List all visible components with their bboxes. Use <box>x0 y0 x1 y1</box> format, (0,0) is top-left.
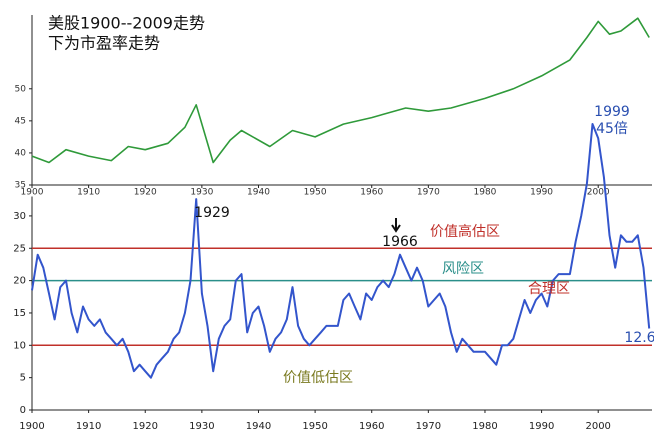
annotation: 1929 <box>194 205 230 221</box>
annotation: 45倍 <box>596 121 628 137</box>
x-tick-label: 1980 <box>474 188 497 198</box>
y-tick-label: 30 <box>13 211 26 222</box>
y-tick-label: 10 <box>13 340 26 351</box>
annotation: 风险区 <box>442 261 484 277</box>
x-tick-label: 1940 <box>247 188 270 198</box>
annotation: 价值低估区 <box>283 370 353 386</box>
x-tick-label: 1960 <box>360 188 383 198</box>
arrow <box>391 218 401 233</box>
annotation: 12.6 <box>624 330 654 346</box>
x-tick-label: 1930 <box>189 421 214 432</box>
x-tick-label: 1940 <box>246 421 271 432</box>
x-tick-label: 1950 <box>302 421 327 432</box>
x-tick-label: 2000 <box>587 188 610 198</box>
y-tick-label: 20 <box>13 276 26 287</box>
y-tick-label: 15 <box>13 308 26 319</box>
y-tick-label: 5 <box>20 373 26 384</box>
y-tick-label: 50 <box>15 84 27 94</box>
y-tick-label: 25 <box>13 243 26 254</box>
x-tick-label: 1970 <box>416 421 441 432</box>
y-tick-label: 45 <box>15 116 26 126</box>
x-tick-label: 1990 <box>530 188 553 198</box>
x-tick-label: 1910 <box>76 421 101 432</box>
annotation: 价值高估区 <box>430 223 500 240</box>
annotation: 合理区 <box>528 281 570 297</box>
x-tick-label: 1930 <box>190 188 213 198</box>
annotation: 1999 <box>594 104 630 120</box>
x-tick-label: 1980 <box>472 421 497 432</box>
chart-title: 美股1900--2009走势 <box>48 14 205 33</box>
y-tick-label: 0 <box>20 405 26 416</box>
x-tick-label: 1960 <box>359 421 384 432</box>
x-tick-label: 1910 <box>77 188 100 198</box>
x-tick-label: 1920 <box>133 421 158 432</box>
y-tick-label: 40 <box>15 148 27 158</box>
chart-subtitle: 下为市盈率走势 <box>48 34 160 53</box>
x-tick-label: 1950 <box>304 188 327 198</box>
y-tick-label: 35 <box>15 181 26 191</box>
annotation: 1966 <box>382 234 418 250</box>
series-line <box>31 123 651 379</box>
series-line <box>31 17 650 164</box>
x-tick-label: 1990 <box>529 421 554 432</box>
x-tick-label: 1900 <box>21 188 44 198</box>
x-tick-label: 2000 <box>585 421 610 432</box>
x-tick-label: 1970 <box>417 188 440 198</box>
x-tick-label: 1920 <box>134 188 157 198</box>
x-tick-label: 1900 <box>19 421 44 432</box>
